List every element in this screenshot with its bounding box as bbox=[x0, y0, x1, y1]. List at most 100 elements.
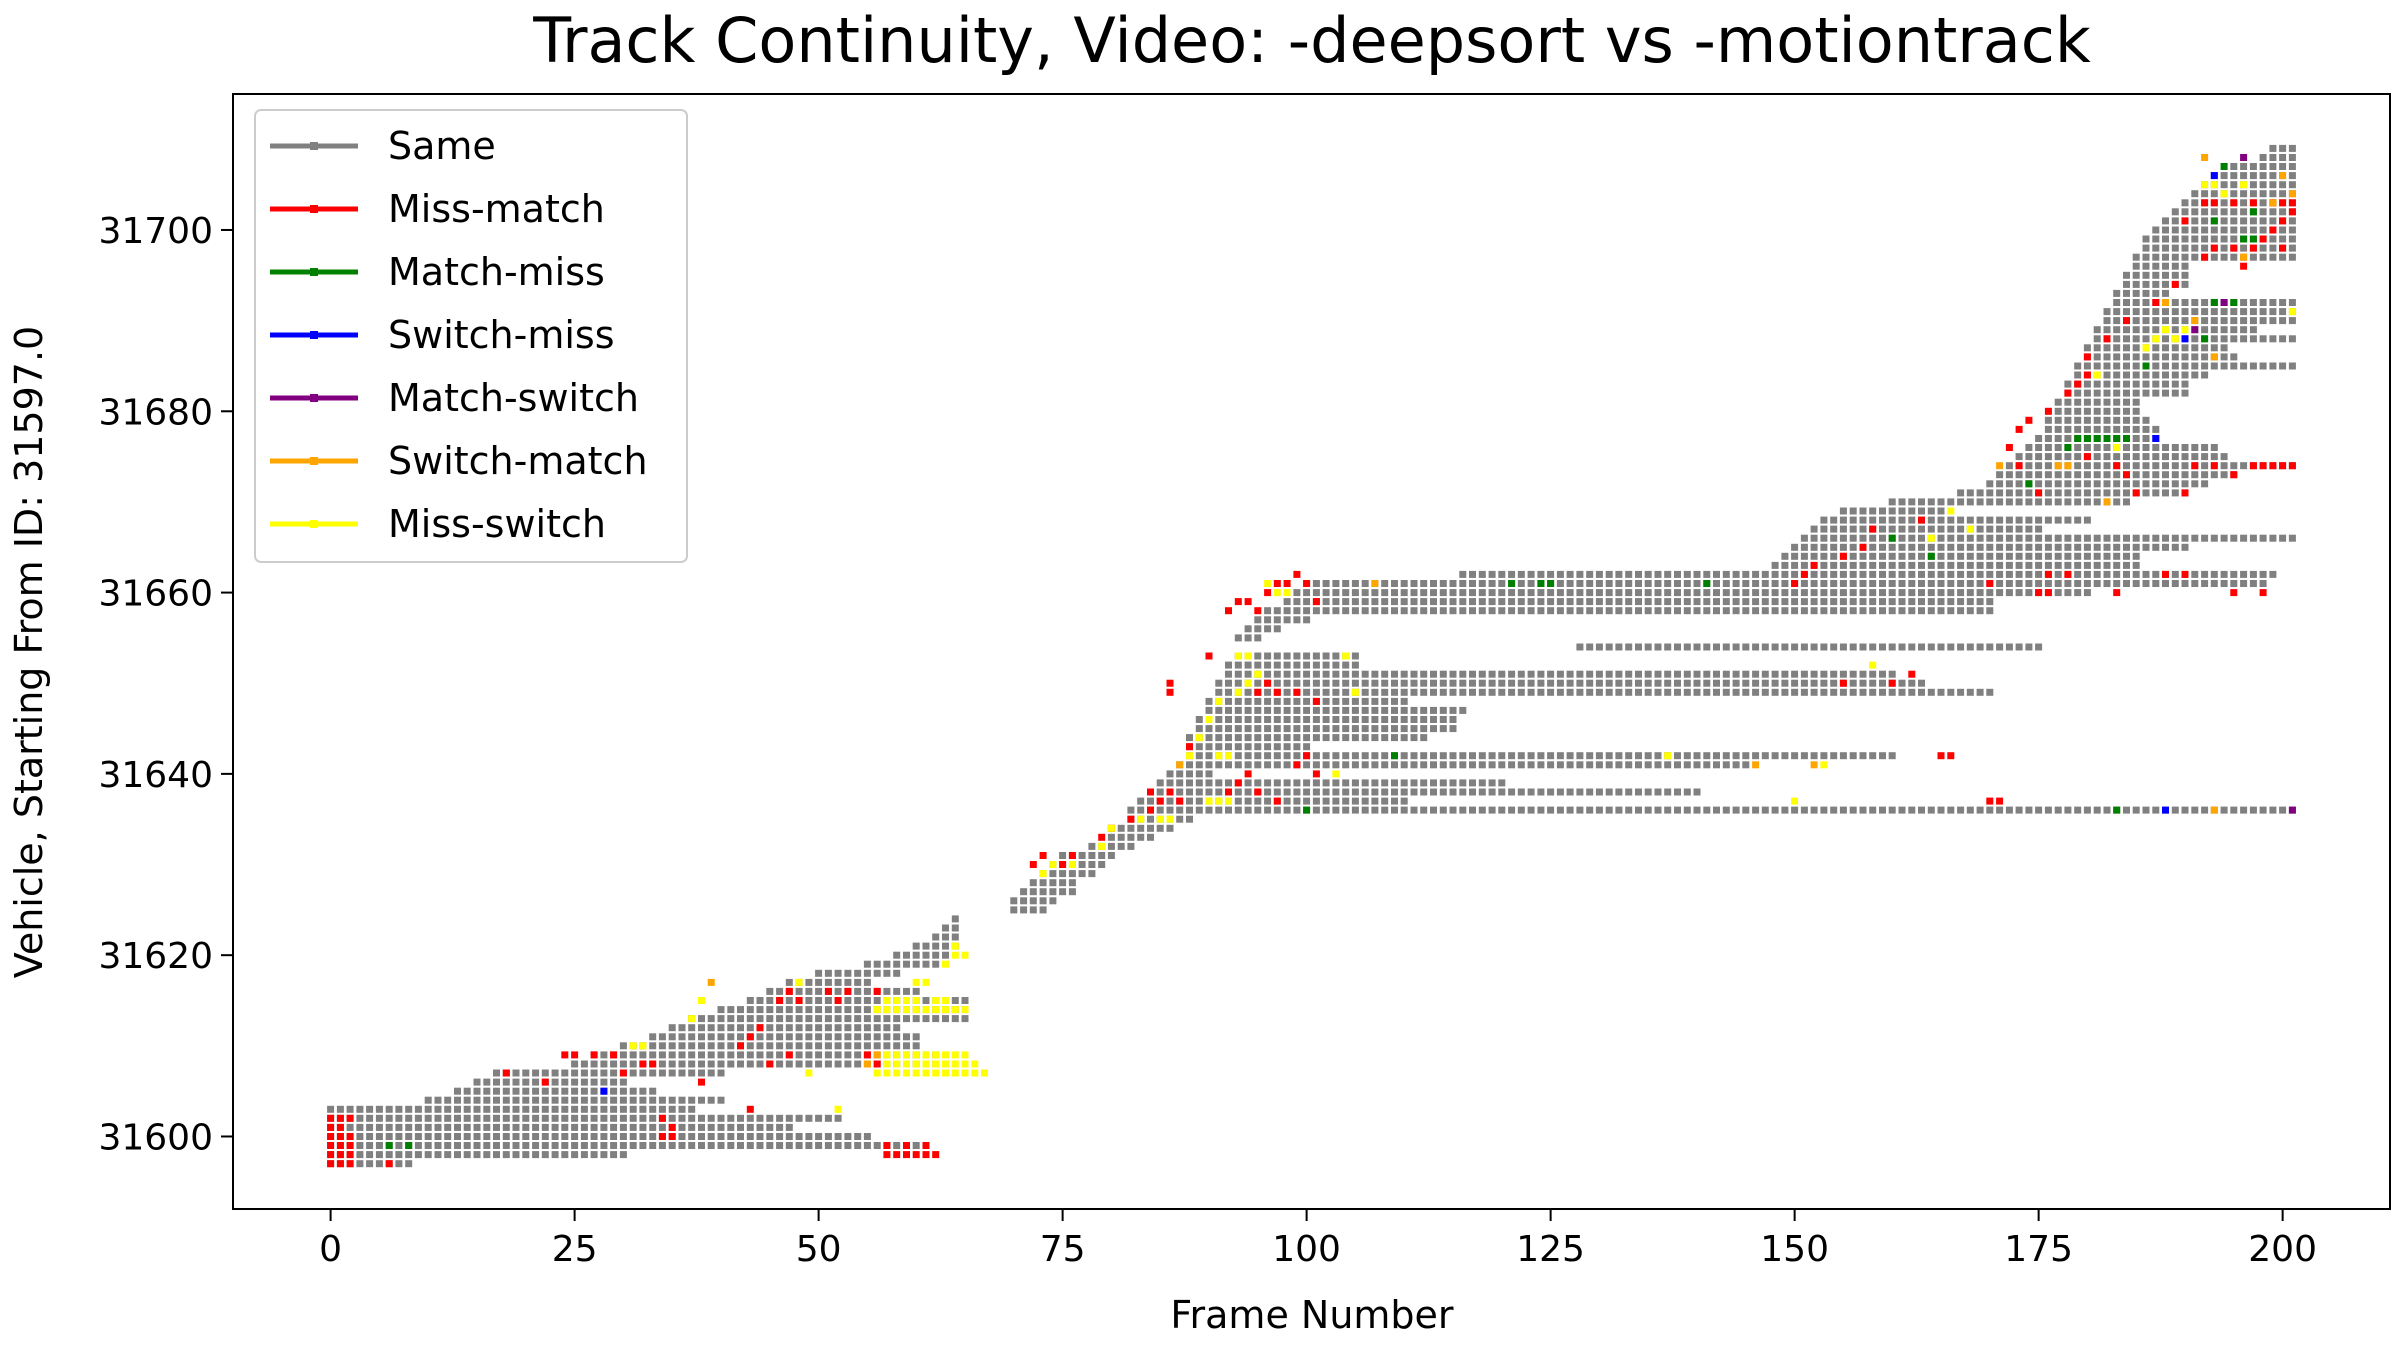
point-same bbox=[1586, 570, 1594, 578]
point-same bbox=[2074, 489, 2082, 497]
point-same bbox=[1810, 643, 1818, 651]
point-miss-switch bbox=[1264, 580, 1272, 587]
point-same bbox=[2210, 534, 2218, 542]
point-same bbox=[2064, 561, 2072, 569]
point-same bbox=[2249, 308, 2257, 316]
point-same bbox=[571, 1069, 579, 1077]
point-same bbox=[1918, 580, 1925, 587]
point-same bbox=[1195, 743, 1203, 751]
point-same bbox=[2201, 235, 2209, 243]
point-same bbox=[1781, 580, 1789, 587]
point-same bbox=[473, 1105, 481, 1113]
point-same bbox=[1576, 589, 1584, 597]
point-same bbox=[610, 1078, 618, 1086]
point-miss-match bbox=[2044, 570, 2052, 578]
point-same bbox=[2288, 299, 2296, 306]
point-same bbox=[1771, 598, 1779, 606]
point-same bbox=[1527, 806, 1535, 814]
point-same bbox=[434, 1151, 442, 1159]
point-same bbox=[1371, 725, 1379, 733]
point-same bbox=[1800, 534, 1808, 542]
point-same bbox=[1342, 797, 1350, 805]
point-same bbox=[2249, 217, 2257, 225]
point-same bbox=[1254, 716, 1262, 723]
point-same bbox=[1351, 607, 1359, 615]
point-same bbox=[854, 1015, 862, 1023]
point-same bbox=[1888, 688, 1896, 696]
point-same bbox=[1312, 679, 1320, 687]
point-same bbox=[1625, 788, 1633, 796]
point-miss-switch bbox=[1225, 752, 1232, 760]
point-same bbox=[785, 1024, 793, 1032]
point-same bbox=[2191, 570, 2199, 578]
point-same bbox=[2054, 498, 2062, 506]
point-same bbox=[2044, 471, 2052, 479]
point-same bbox=[2210, 344, 2218, 352]
point-same bbox=[912, 1033, 920, 1041]
point-same bbox=[1332, 652, 1340, 660]
point-same bbox=[1664, 570, 1672, 578]
point-miss-match bbox=[1166, 679, 1174, 687]
point-same bbox=[2230, 534, 2238, 542]
point-same bbox=[2123, 489, 2130, 497]
point-same bbox=[707, 1069, 715, 1077]
point-same bbox=[649, 1105, 657, 1113]
point-same bbox=[1508, 761, 1516, 769]
point-same bbox=[1342, 716, 1350, 723]
point-same bbox=[2123, 371, 2130, 379]
point-same bbox=[658, 1069, 666, 1077]
point-same bbox=[2279, 317, 2287, 325]
series-miss-switch bbox=[629, 181, 2296, 1113]
point-miss-match bbox=[2181, 570, 2189, 578]
point-miss-switch bbox=[893, 1051, 901, 1059]
point-same bbox=[454, 1123, 461, 1131]
point-same bbox=[1966, 688, 1974, 696]
point-same bbox=[356, 1160, 364, 1168]
point-miss-switch bbox=[1966, 525, 1974, 533]
point-miss-switch bbox=[1039, 870, 1047, 878]
point-same bbox=[1674, 761, 1681, 769]
point-same bbox=[463, 1105, 471, 1113]
point-same bbox=[1722, 589, 1730, 597]
point-same bbox=[1595, 607, 1603, 615]
point-same bbox=[863, 978, 871, 986]
point-same bbox=[1888, 570, 1896, 578]
point-same bbox=[1234, 706, 1242, 714]
point-same bbox=[776, 987, 784, 995]
point-same bbox=[2025, 453, 2033, 461]
point-same bbox=[1654, 607, 1662, 615]
point-same bbox=[776, 1133, 784, 1140]
point-same bbox=[2171, 543, 2179, 551]
point-same bbox=[1147, 833, 1154, 841]
point-same bbox=[1879, 806, 1886, 814]
point-same bbox=[1508, 570, 1516, 578]
point-same bbox=[1566, 607, 1574, 615]
point-same bbox=[1869, 688, 1877, 696]
point-same bbox=[2103, 326, 2111, 334]
point-same bbox=[2288, 244, 2296, 252]
point-same bbox=[1381, 752, 1389, 760]
point-same bbox=[1107, 852, 1115, 859]
point-same bbox=[688, 1123, 696, 1131]
point-same bbox=[2093, 425, 2101, 433]
point-same bbox=[1625, 806, 1633, 814]
point-same bbox=[639, 1114, 647, 1122]
point-same bbox=[1488, 570, 1496, 578]
point-same bbox=[785, 1133, 793, 1140]
point-same bbox=[1791, 543, 1799, 551]
point-same bbox=[727, 1024, 735, 1032]
point-same bbox=[1322, 661, 1330, 669]
point-match-miss bbox=[2103, 435, 2111, 442]
point-same bbox=[1400, 761, 1408, 769]
point-same bbox=[1595, 598, 1603, 606]
point-same bbox=[1283, 706, 1291, 714]
point-same bbox=[1586, 788, 1594, 796]
point-same bbox=[1839, 507, 1847, 515]
point-same bbox=[903, 1042, 910, 1050]
point-same bbox=[375, 1133, 383, 1140]
point-same bbox=[1576, 761, 1584, 769]
point-same bbox=[1478, 570, 1486, 578]
point-same bbox=[493, 1114, 500, 1122]
point-same bbox=[1937, 516, 1945, 524]
